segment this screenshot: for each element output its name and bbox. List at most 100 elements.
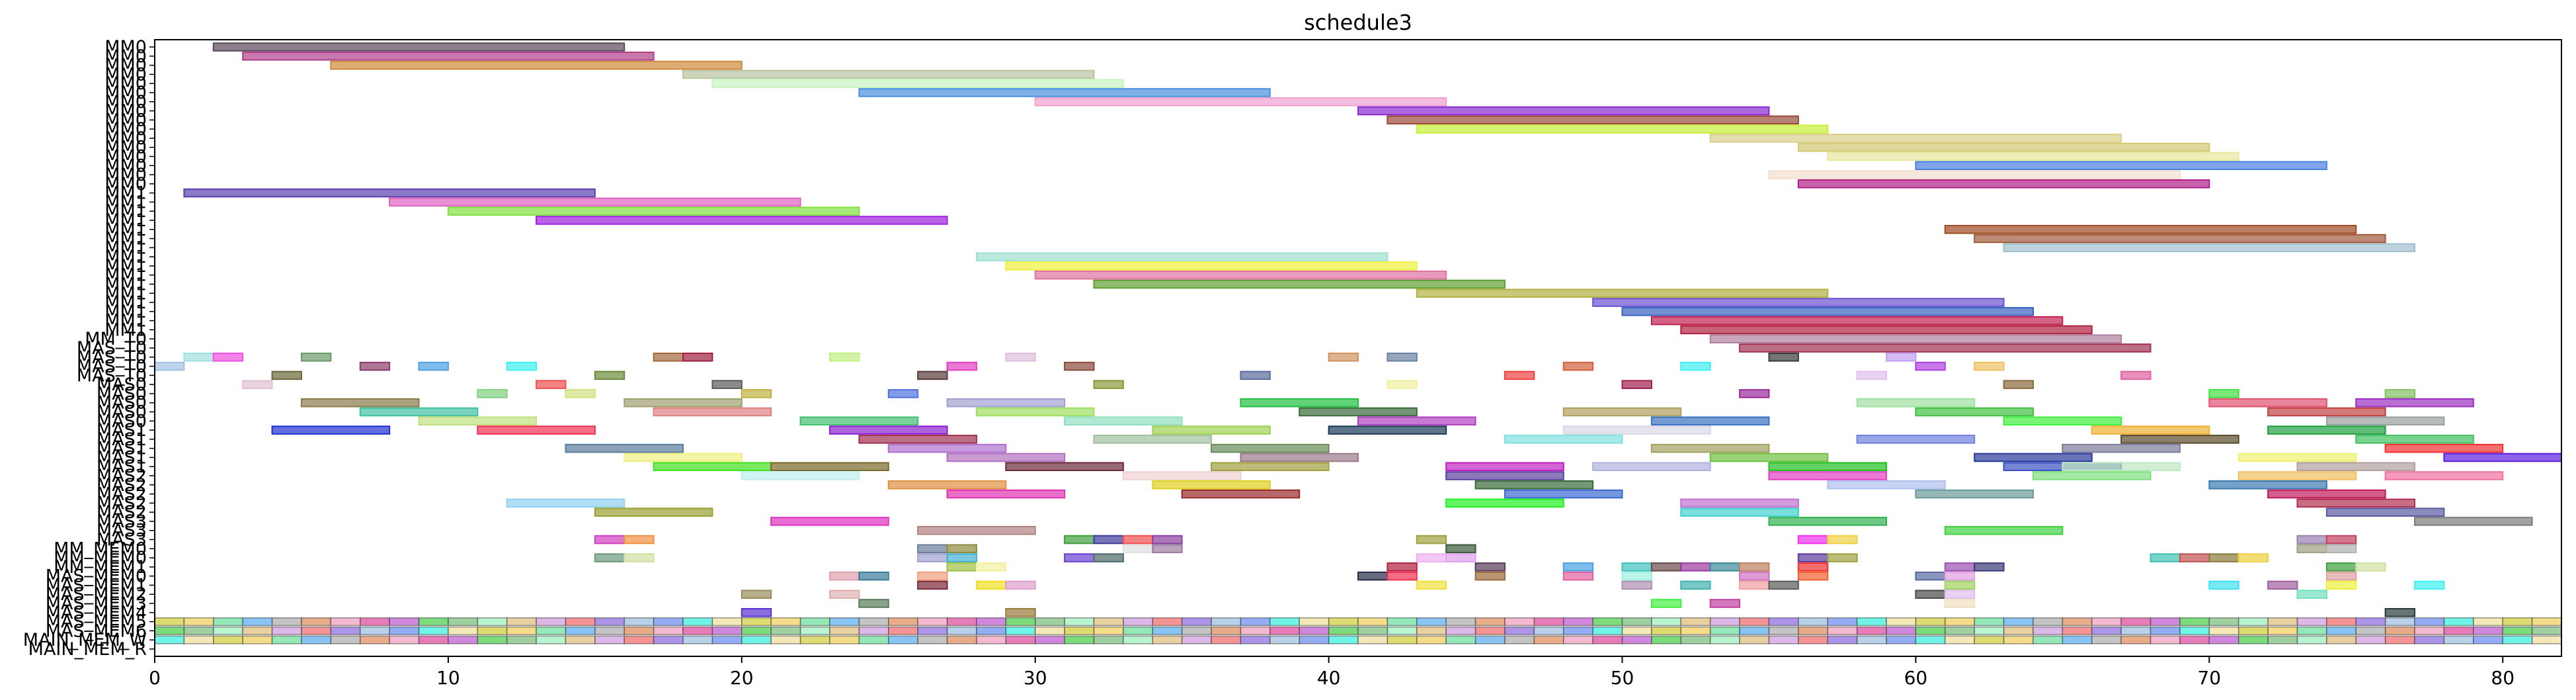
gantt-bar (389, 635, 420, 644)
gantt-bar (1768, 626, 1799, 635)
gantt-bar (2384, 626, 2415, 635)
y-tick-label: MM1 (104, 238, 147, 258)
gantt-bar (1562, 571, 1594, 581)
gantt-bar (828, 425, 948, 435)
gantt-bar (1739, 617, 1770, 627)
y-tick-label: MM0 (104, 155, 147, 176)
gantt-bar (624, 635, 655, 644)
gantt-bar (1211, 462, 1330, 472)
gantt-bar (2296, 535, 2327, 545)
gantt-bar (2120, 617, 2152, 627)
gantt-bar (975, 252, 1389, 261)
gantt-bar (213, 635, 243, 644)
gantt-bar (711, 79, 1124, 88)
gantt-bar (330, 617, 361, 627)
gantt-bar (770, 462, 889, 472)
gantt-bar (2237, 617, 2269, 627)
gantt-bar (2326, 626, 2357, 635)
gantt-bar (301, 617, 332, 627)
gantt-bar (242, 626, 273, 635)
gantt-bar (1621, 626, 1652, 635)
gantt-bar (624, 553, 655, 562)
gantt-bar (2237, 453, 2357, 462)
gantt-bar (946, 544, 977, 554)
x-tick-label: 40 (1317, 667, 1341, 689)
gantt-bar (506, 498, 625, 508)
gantt-bar (2033, 617, 2064, 627)
gantt-bar (1709, 134, 2122, 143)
gantt-bar (2003, 626, 2034, 635)
gantt-bar (2267, 425, 2386, 435)
y-tick-label: MAS0 (97, 402, 147, 423)
gantt-bar (770, 635, 801, 644)
gantt-bar (183, 188, 596, 198)
gantt-bar (447, 206, 860, 216)
gantt-bar (1240, 635, 1271, 644)
gantt-bar (1416, 617, 1447, 627)
gantt-bar (1504, 371, 1535, 380)
gantt-bar (2355, 562, 2386, 572)
y-tick-label: MAS_MEM1 (46, 575, 147, 595)
gantt-bar (2267, 626, 2298, 635)
y-tick-labels: MM0MM0MM0MM0MM0MM0MM0MM0MM0MM0MM0MM0MM0M… (23, 37, 155, 660)
gantt-bar (1240, 626, 1271, 635)
gantt-bar (1064, 635, 1095, 644)
x-tick-label: 70 (2197, 667, 2221, 689)
gantt-bar (448, 626, 479, 635)
gantt-bar (1064, 617, 1095, 627)
gantt-bar (858, 435, 977, 444)
gantt-bar (1152, 535, 1183, 545)
gantt-bar (2384, 608, 2416, 617)
gantt-bar (2091, 425, 2210, 435)
gantt-bar (946, 562, 977, 572)
y-tick-label: MM0 (104, 101, 147, 122)
gantt-bar (2062, 635, 2093, 644)
y-tick-label: MAS0 (97, 374, 147, 395)
gantt-bar (711, 626, 743, 635)
y-tick-label: MM1 (104, 283, 147, 304)
gantt-bar (1152, 626, 1183, 635)
gantt-bar (1915, 590, 1946, 599)
gantt-bar (624, 453, 743, 462)
gantt-bar (2414, 517, 2533, 526)
gantt-bar (448, 635, 479, 644)
gantt-bar (1768, 170, 2181, 179)
gantt-bar (2325, 535, 2357, 545)
gantt-bar (2208, 580, 2239, 590)
gantt-bar (2325, 416, 2445, 426)
y-tick-label: MAS1 (97, 439, 147, 459)
gantt-bar (2473, 617, 2503, 627)
gantt-bar (1064, 535, 1095, 545)
gantt-bar (2384, 471, 2504, 480)
gantt-bar (1944, 599, 1976, 608)
gantt-bar (1445, 553, 1476, 562)
gantt-bar (2150, 635, 2181, 644)
gantt-bar (1211, 443, 1330, 453)
gantt-bar (917, 635, 948, 644)
gantt-bar (1827, 152, 2239, 161)
gantt-bar (2208, 626, 2239, 635)
gantt-bar (1680, 580, 1711, 590)
gantt-bar (1387, 617, 1418, 627)
gantt-bar (330, 635, 361, 644)
gantt-bar (183, 635, 214, 644)
y-tick-label: MM1 (104, 302, 147, 322)
gantt-bar (1240, 371, 1271, 380)
gantt-bar (1680, 325, 2093, 335)
gantt-bar (858, 617, 889, 627)
gantt-bar (2091, 617, 2122, 627)
gantt-bar (594, 535, 625, 545)
gantt-bar (946, 489, 1066, 499)
gantt-bar (1944, 224, 2357, 234)
gantt-bar (1709, 617, 1740, 627)
gantt-bar (1240, 398, 1359, 408)
gantt-bar (1123, 635, 1154, 644)
gantt-bar (2414, 635, 2445, 644)
gantt-bar (1005, 617, 1036, 627)
gantt-bar (1416, 553, 1447, 562)
gantt-bar (770, 517, 889, 526)
y-tick-label: MM0 (104, 56, 147, 76)
gantt-bar (1005, 352, 1036, 362)
gantt-bar (1005, 608, 1036, 617)
